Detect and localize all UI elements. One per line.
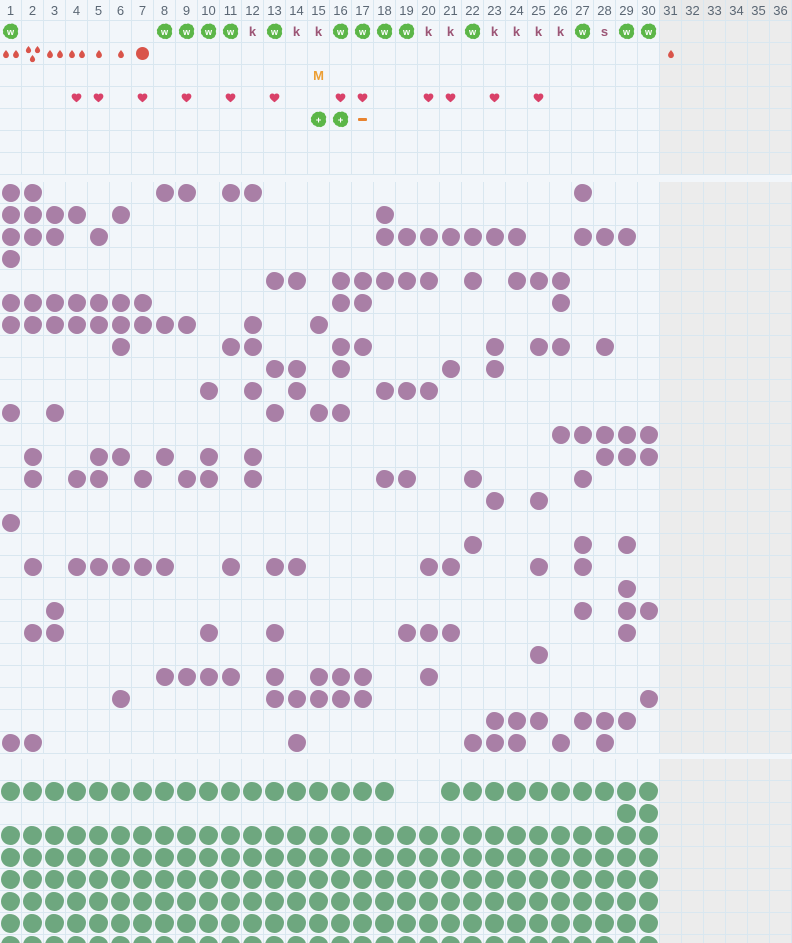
svg-text:w: w [402,27,411,37]
svg-text:w: w [358,27,367,37]
svg-text:w: w [204,27,213,37]
svg-text:w: w [6,27,15,37]
svg-text:+: + [338,115,344,126]
svg-text:w: w [380,27,389,37]
svg-text:w: w [160,27,169,37]
svg-text:w: w [644,27,653,37]
svg-text:w: w [578,27,587,37]
svg-text:+: + [316,115,322,126]
svg-text:w: w [226,27,235,37]
svg-text:w: w [270,27,279,37]
svg-text:w: w [468,27,477,37]
svg-text:w: w [622,27,631,37]
svg-text:w: w [336,27,345,37]
svg-text:w: w [182,27,191,37]
